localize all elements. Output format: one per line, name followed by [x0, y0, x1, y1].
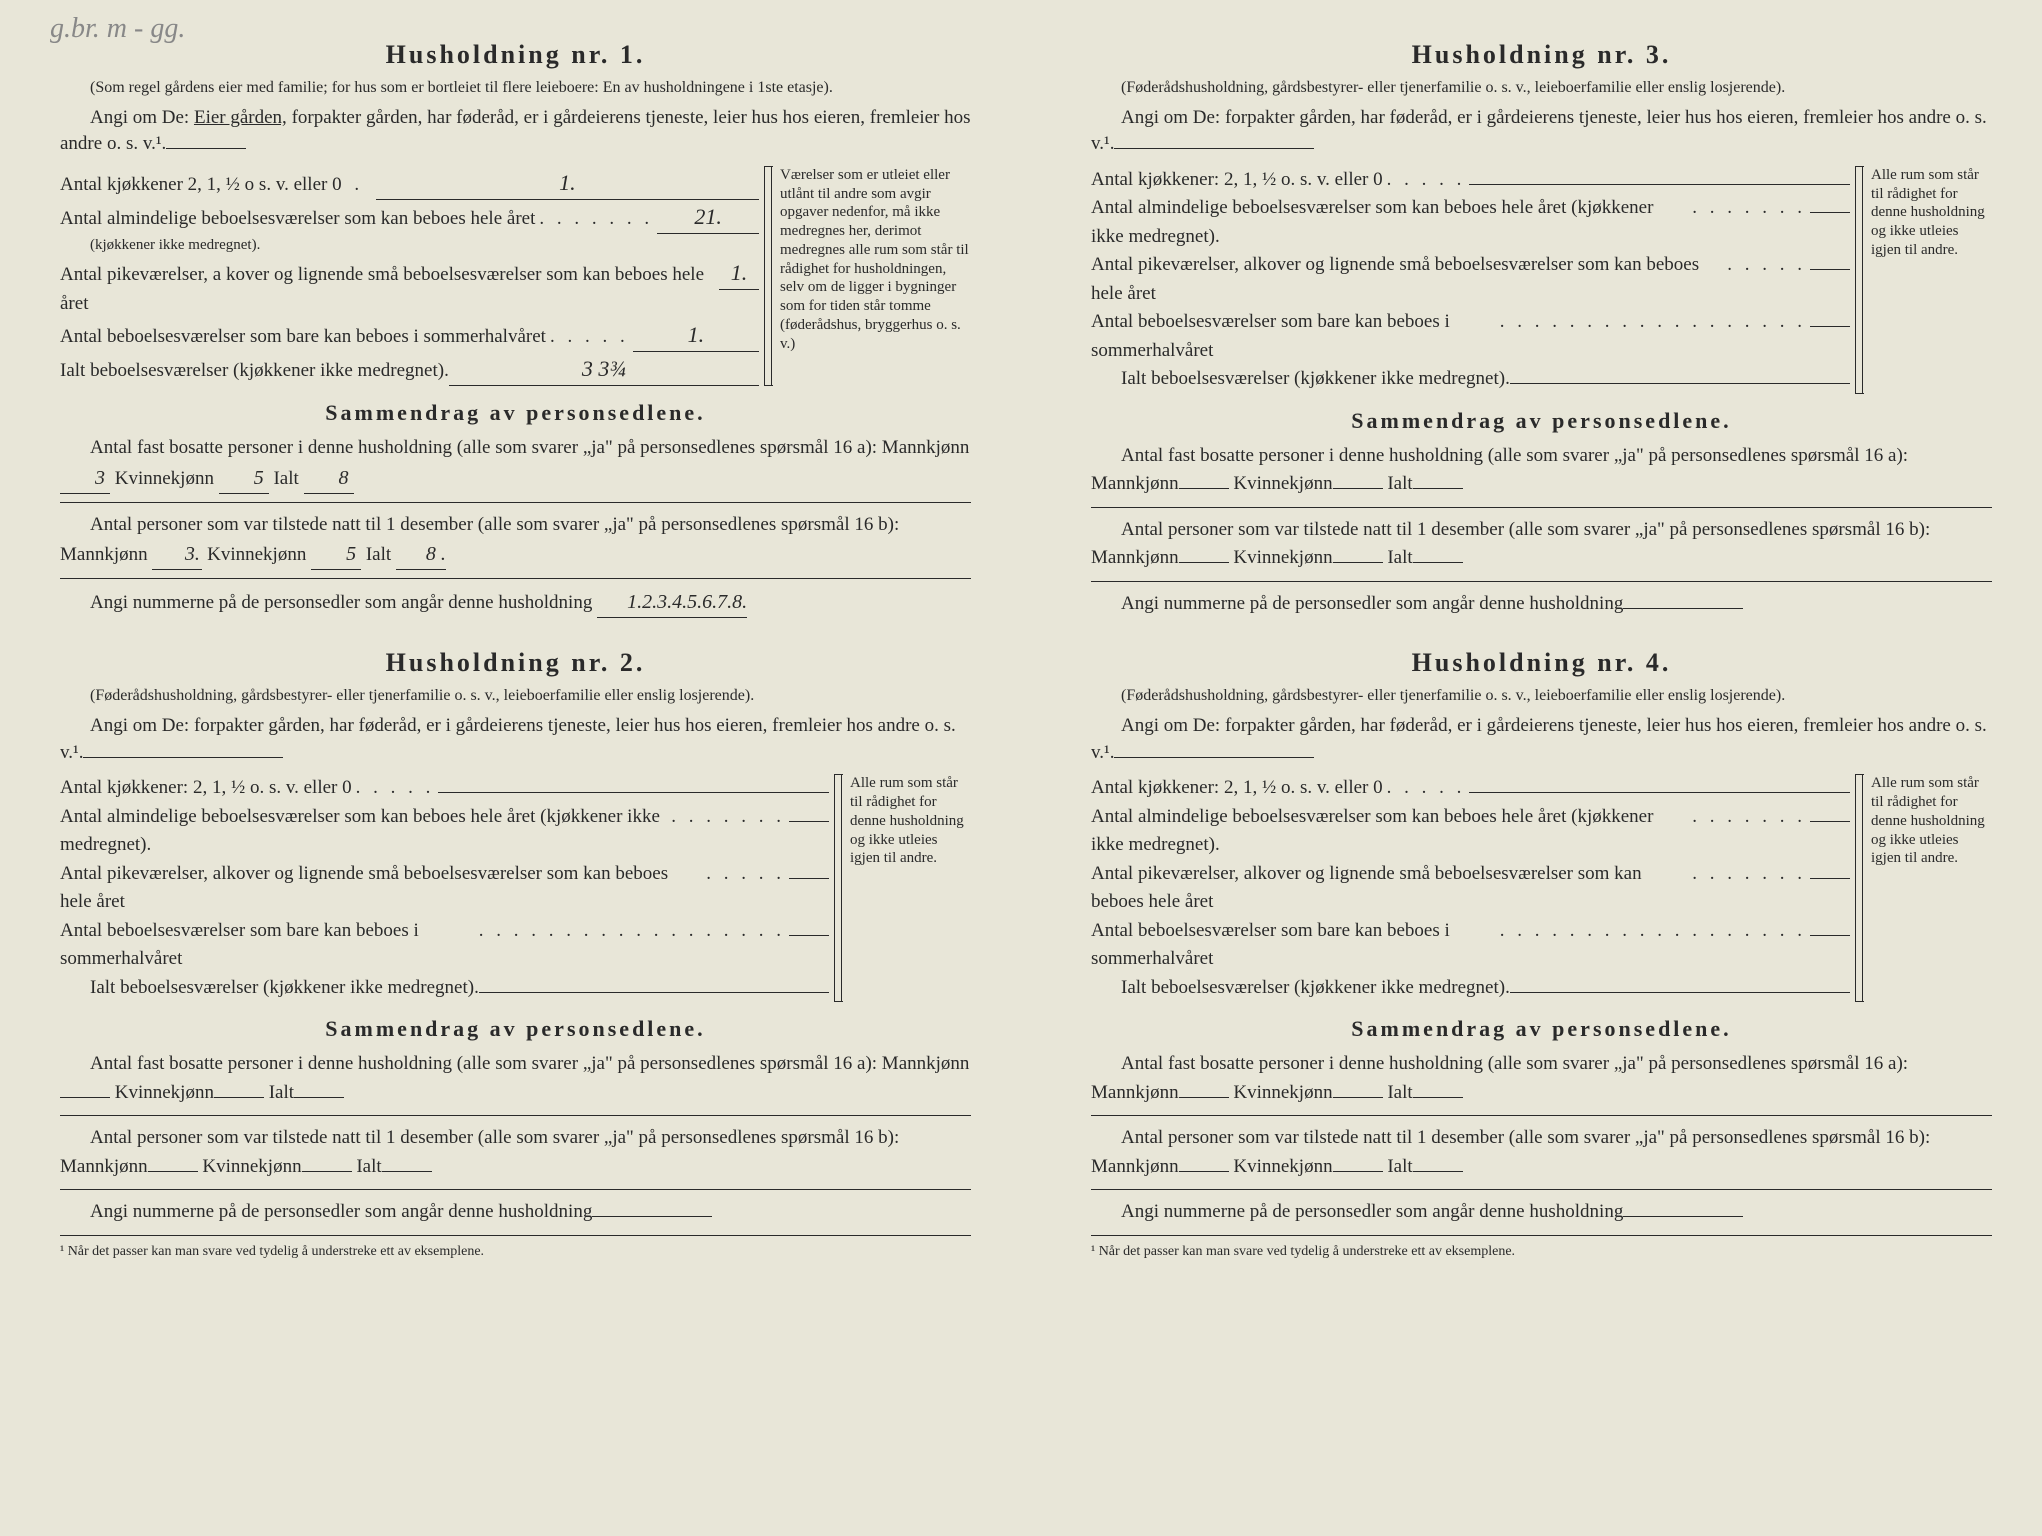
- hh1-sammendrag-title: Sammendrag av personsedlene.: [60, 400, 971, 426]
- lbl: (kjøkkener ikke medregnet).: [90, 234, 260, 257]
- hh1-note: (Som regel gårdens eier med familie; for…: [60, 78, 971, 99]
- angi-pre: Angi om De:: [90, 107, 194, 128]
- lbl: Antal beboelsesværelser som bare kan beb…: [60, 323, 546, 352]
- angi-underline: Eier gården,: [194, 107, 287, 128]
- val-i2: 8 .: [396, 539, 446, 570]
- hh4-sammendrag-title: Sammendrag av personsedlene.: [1091, 1016, 1992, 1042]
- row-alm-sub: (kjøkkener ikke medregnet).: [60, 234, 759, 257]
- handwritten-annotation: g.br. m - gg.: [50, 15, 185, 43]
- val-ialt: 3 3¾: [449, 352, 759, 386]
- hh4-sidenote: Alle rum som står til rådighet for denne…: [1862, 774, 1992, 1002]
- row-pike: Antal pikeværelser, a kover og lignende …: [60, 256, 759, 318]
- row-alm: Antal almindelige beboelsesværelser som …: [60, 200, 759, 234]
- hh3-title: Husholdning nr. 3.: [1091, 40, 1992, 70]
- hh1-rows: Antal kjøkkener 2, 1, ½ o s. v. eller 0 …: [60, 166, 971, 387]
- val-sommer: 1.: [633, 318, 759, 352]
- val-k2: 5: [311, 539, 361, 570]
- val-k1: 5: [219, 463, 269, 494]
- hh4-rows: Antal kjøkkener: 2, 1, ½ o. s. v. eller …: [1091, 774, 1992, 1002]
- hh4-title: Husholdning nr. 4.: [1091, 648, 1992, 678]
- val-nums: 1.2.3.4.5.6.7.8.: [597, 587, 747, 618]
- val-m2: 3.: [152, 539, 202, 570]
- val-m1: 3: [60, 463, 110, 494]
- row-sommer: Antal beboelsesværelser som bare kan beb…: [60, 318, 759, 352]
- hh3-angi: Angi om De: forpakter gården, har føderå…: [1091, 105, 1992, 158]
- val-pike: 1.: [719, 256, 759, 290]
- household-3: Husholdning nr. 3. (Føderådshusholdning,…: [1091, 40, 1992, 618]
- footnote-left: ¹ Når det passer kan man svare ved tydel…: [60, 1244, 971, 1260]
- row-kjokken: Antal kjøkkener 2, 1, ½ o s. v. eller 0 …: [60, 166, 759, 200]
- hh2-angi: Angi om De: forpakter gården, har føderå…: [60, 713, 971, 766]
- hh1-title: Husholdning nr. 1.: [60, 40, 971, 70]
- lbl: Antal kjøkkener 2, 1, ½ o s. v. eller 0: [60, 171, 342, 200]
- left-page: g.br. m - gg. Husholdning nr. 1. (Som re…: [0, 0, 1021, 1536]
- lbl: Antal pikeværelser, a kover og lignende …: [60, 261, 719, 318]
- row-ialt: Ialt beboelsesværelser (kjøkkener ikke m…: [60, 352, 759, 386]
- hh1-sum1: Antal fast bosatte personer i denne hush…: [60, 434, 971, 494]
- household-1: Husholdning nr. 1. (Som regel gårdens ei…: [60, 40, 971, 618]
- hh2-sidenote: Alle rum som står til rådighet for denne…: [841, 774, 971, 1002]
- val-alm: 21.: [657, 200, 759, 234]
- hh2-rows: Antal kjøkkener: 2, 1, ½ o. s. v. eller …: [60, 774, 971, 1002]
- right-page: Husholdning nr. 3. (Føderådshusholdning,…: [1021, 0, 2042, 1536]
- hh3-rows: Antal kjøkkener: 2, 1, ½ o. s. v. eller …: [1091, 166, 1992, 394]
- household-4: Husholdning nr. 4. (Føderådshusholdning,…: [1091, 648, 1992, 1259]
- hh2-title: Husholdning nr. 2.: [60, 648, 971, 678]
- lbl: Antal almindelige beboelsesværelser som …: [60, 205, 535, 234]
- hh3-note: (Føderådshusholdning, gårdsbestyrer- ell…: [1091, 78, 1992, 99]
- hh3-sidenote: Alle rum som står til rådighet for denne…: [1862, 166, 1992, 394]
- hh4-angi: Angi om De: forpakter gården, har føderå…: [1091, 713, 1992, 766]
- val-kjokken: 1.: [376, 166, 759, 200]
- hh1-angi-num: Angi nummerne på de personsedler som ang…: [60, 587, 971, 618]
- hh1-sidenote: Værelser som er utleiet eller utlånt til…: [771, 166, 971, 387]
- hh2-note: (Føderådshusholdning, gårdsbestyrer- ell…: [60, 686, 971, 707]
- household-2: Husholdning nr. 2. (Føderådshusholdning,…: [60, 648, 971, 1259]
- lbl: Ialt beboelsesværelser (kjøkkener ikke m…: [60, 357, 449, 386]
- hh2-sammendrag-title: Sammendrag av personsedlene.: [60, 1016, 971, 1042]
- hh4-note: (Føderådshusholdning, gårdsbestyrer- ell…: [1091, 686, 1992, 707]
- hh3-sammendrag-title: Sammendrag av personsedlene.: [1091, 408, 1992, 434]
- footnote-right: ¹ Når det passer kan man svare ved tydel…: [1091, 1244, 1992, 1260]
- val-i1: 8: [304, 463, 354, 494]
- hh1-angi: Angi om De: Eier gården, forpakter gårde…: [60, 105, 971, 158]
- hh1-sum2: Antal personer som var tilstede natt til…: [60, 511, 971, 571]
